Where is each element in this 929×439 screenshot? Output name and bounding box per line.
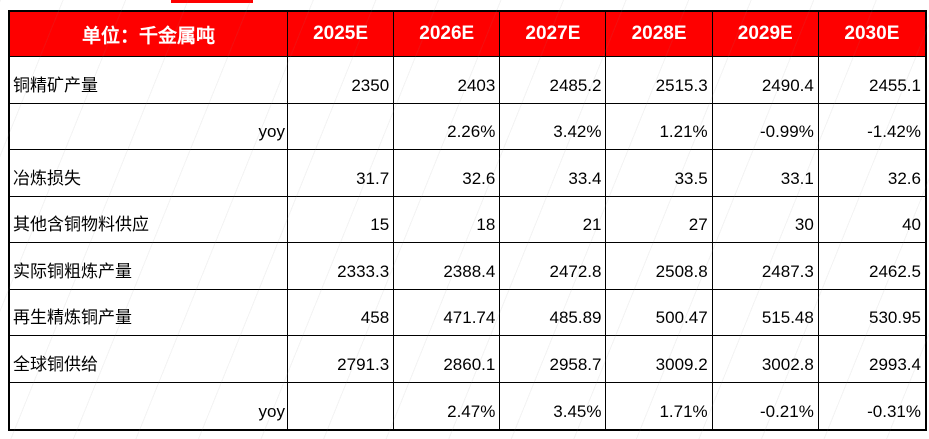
- cell-value: 33.5: [606, 150, 713, 197]
- cell-value: 530.95: [818, 290, 925, 336]
- cell-value: 2958.7: [500, 336, 607, 383]
- cell-value: 471.74: [394, 289, 501, 336]
- row-label-yoy: yoy: [10, 103, 288, 150]
- cell-value: 2490.4: [712, 57, 819, 104]
- cell-value: 2515.3: [606, 57, 713, 104]
- cell-value: 2791.3: [288, 336, 395, 383]
- cell-value: [288, 382, 395, 429]
- cell-value: -0.31%: [867, 402, 921, 421]
- cell-value: 27: [606, 196, 713, 243]
- cell-value: -1.42%: [818, 104, 925, 150]
- cell-value: 31.7: [288, 150, 395, 197]
- cell-value: 2388.4: [394, 243, 501, 290]
- cell-value: 30: [712, 196, 819, 243]
- cell-value: -0.99%: [712, 103, 819, 150]
- cropped-red-banner-sliver: [171, 0, 253, 3]
- cell-value: 2350: [288, 57, 395, 104]
- cell-value: 500.47: [606, 289, 713, 336]
- cell-value: 2.26%: [394, 103, 501, 150]
- year-header-2027e: 2027E: [500, 12, 607, 57]
- row-label-recycled-refined-copper-output: 再生精炼铜产量: [10, 289, 288, 336]
- cell-value: 2333.3: [288, 243, 395, 290]
- cell-value: 3.45%: [500, 382, 607, 429]
- cell-value: 458: [288, 289, 395, 336]
- cell-value: 1.21%: [606, 103, 713, 150]
- unit-header: 单位：千金属吨: [10, 12, 288, 57]
- cell-value: 33.4: [500, 150, 607, 197]
- cell-value: 32.6: [818, 150, 925, 197]
- cell-value: 2472.8: [500, 243, 607, 290]
- cell-value: 33.1: [712, 150, 819, 197]
- cell-value: 3002.8: [712, 336, 819, 383]
- cell-value: 2.47%: [394, 382, 501, 429]
- cell-value: 2993.4: [818, 336, 925, 383]
- row-label-yoy: yoy: [10, 382, 288, 429]
- row-label-actual-blister-copper-output: 实际铜粗炼产量: [10, 243, 288, 290]
- cell-value: 2455.1: [818, 57, 925, 104]
- cell-value: 40: [818, 197, 925, 243]
- year-header-2030e: 2030E: [818, 12, 925, 57]
- cell-value: 2860.1: [394, 336, 501, 383]
- cell-value: 2508.8: [606, 243, 713, 290]
- cell-value: -0.21%: [713, 382, 819, 429]
- year-header-2028e: 2028E: [606, 12, 713, 57]
- row-label-other-copper-material-supply: 其他含铜物料供应: [10, 196, 288, 243]
- year-header-2029e: 2029E: [712, 12, 819, 57]
- cell-value: 2487.3: [712, 243, 819, 290]
- cell-value: 2462.5: [818, 243, 925, 290]
- row-label-copper-concentrate-output: 铜精矿产量: [10, 57, 288, 104]
- cell-value: 515.48: [712, 289, 819, 336]
- global-copper-supply-table: 单位：千金属吨 2025E 2026E 2027E 2028E 2029E 20…: [8, 10, 927, 431]
- cell-value: 3.42%: [500, 103, 607, 150]
- cell-value: [288, 103, 395, 150]
- year-header-2025e: 2025E: [288, 12, 395, 57]
- cell-value: 2403: [394, 57, 501, 104]
- row-label-smelting-losses: 冶炼损失: [10, 150, 288, 197]
- cell-value: 32.6: [394, 150, 501, 197]
- cell-value: 21: [500, 196, 607, 243]
- cell-value: 485.89: [500, 289, 607, 336]
- cell-value: 2485.2: [500, 57, 607, 104]
- cell-value: 3009.2: [606, 336, 713, 383]
- cell-value: 18: [394, 196, 501, 243]
- year-header-2026e: 2026E: [394, 12, 501, 57]
- cell-value: 15: [288, 196, 395, 243]
- cell-value: 1.71%: [606, 382, 713, 429]
- row-label-global-copper-supply: 全球铜供给: [10, 336, 288, 383]
